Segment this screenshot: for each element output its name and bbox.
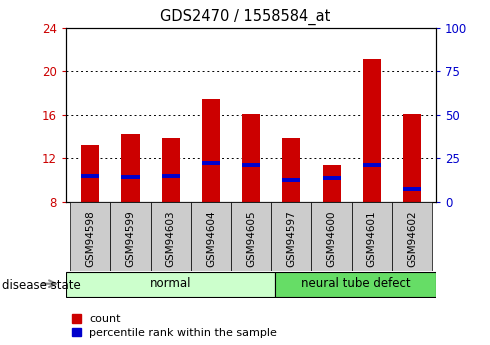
Bar	[242, 163, 260, 167]
FancyBboxPatch shape	[191, 202, 231, 271]
Bar	[202, 99, 220, 202]
Bar	[363, 59, 381, 202]
Text: neural tube defect: neural tube defect	[301, 277, 411, 290]
Legend: count, percentile rank within the sample: count, percentile rank within the sample	[72, 314, 277, 338]
Bar	[202, 161, 220, 165]
Text: GSM94599: GSM94599	[125, 210, 136, 267]
FancyBboxPatch shape	[150, 202, 191, 271]
Bar	[162, 174, 180, 178]
Text: GSM94605: GSM94605	[246, 210, 256, 267]
Text: GSM94604: GSM94604	[206, 210, 216, 267]
FancyBboxPatch shape	[352, 202, 392, 271]
Text: GSM94603: GSM94603	[166, 210, 176, 267]
Bar	[322, 165, 341, 202]
FancyBboxPatch shape	[392, 202, 432, 271]
Bar	[122, 175, 140, 179]
FancyBboxPatch shape	[312, 202, 352, 271]
Bar	[322, 176, 341, 180]
Text: GSM94600: GSM94600	[326, 210, 337, 267]
Text: disease state: disease state	[2, 279, 81, 292]
FancyBboxPatch shape	[231, 202, 271, 271]
Text: GDS2470 / 1558584_at: GDS2470 / 1558584_at	[160, 9, 330, 25]
Text: GSM94597: GSM94597	[286, 210, 296, 267]
FancyBboxPatch shape	[271, 202, 312, 271]
Text: GSM94601: GSM94601	[367, 210, 377, 267]
Text: GSM94598: GSM94598	[85, 210, 95, 267]
Bar	[363, 163, 381, 167]
Bar	[122, 134, 140, 202]
Bar	[403, 187, 421, 191]
Text: GSM94602: GSM94602	[407, 210, 417, 267]
Bar	[81, 145, 99, 202]
FancyBboxPatch shape	[110, 202, 150, 271]
FancyBboxPatch shape	[275, 272, 436, 297]
Bar	[403, 114, 421, 202]
Bar	[81, 174, 99, 178]
Bar	[282, 138, 300, 202]
FancyBboxPatch shape	[70, 202, 110, 271]
FancyBboxPatch shape	[66, 272, 275, 297]
Bar	[162, 138, 180, 202]
Bar	[242, 114, 260, 202]
Text: normal: normal	[150, 277, 192, 290]
Bar	[282, 178, 300, 182]
